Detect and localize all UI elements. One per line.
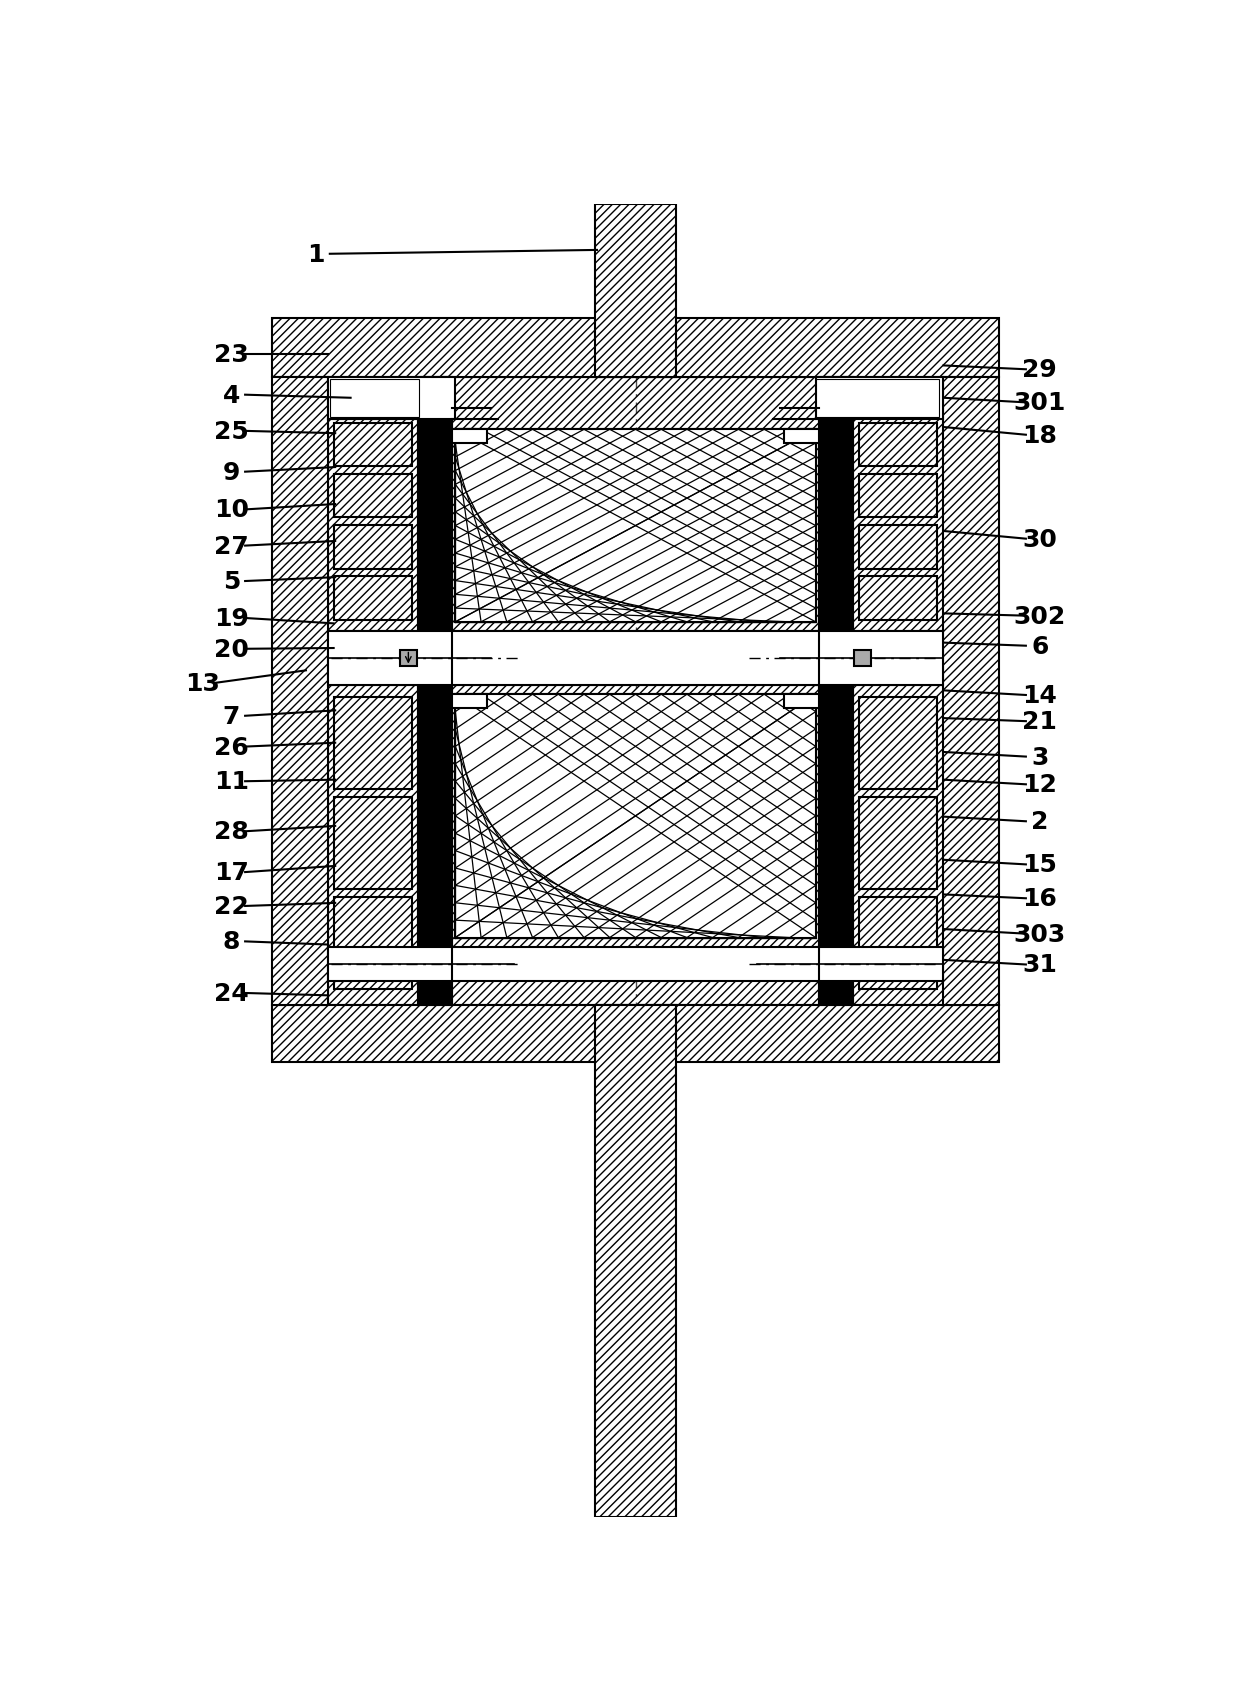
Text: 8: 8 bbox=[222, 929, 239, 953]
Bar bbox=[453, 948, 818, 982]
Text: 11: 11 bbox=[213, 769, 249, 795]
Text: 29: 29 bbox=[1022, 358, 1058, 382]
Bar bbox=[334, 525, 412, 569]
Text: 10: 10 bbox=[213, 498, 249, 522]
Bar bbox=[327, 379, 455, 419]
Text: 23: 23 bbox=[213, 343, 249, 367]
Text: 7: 7 bbox=[222, 704, 239, 728]
Text: 16: 16 bbox=[1022, 887, 1058, 910]
Text: 2: 2 bbox=[1032, 810, 1049, 834]
Bar bbox=[859, 897, 937, 989]
Bar bbox=[330, 380, 419, 418]
Bar bbox=[784, 430, 818, 443]
Bar bbox=[334, 425, 412, 467]
Bar bbox=[418, 379, 453, 1004]
Bar bbox=[327, 685, 418, 1004]
Bar bbox=[595, 205, 676, 379]
Bar bbox=[327, 379, 418, 631]
Bar bbox=[455, 696, 816, 938]
Bar bbox=[853, 379, 944, 631]
Bar bbox=[334, 798, 412, 890]
Text: 9: 9 bbox=[222, 460, 239, 484]
Bar bbox=[455, 430, 816, 622]
Bar bbox=[816, 380, 939, 418]
Text: 303: 303 bbox=[1013, 922, 1066, 946]
Text: 301: 301 bbox=[1013, 390, 1066, 414]
Bar bbox=[334, 476, 412, 518]
Bar bbox=[272, 319, 999, 379]
Text: 1: 1 bbox=[308, 242, 325, 266]
Text: 26: 26 bbox=[213, 735, 249, 759]
Bar bbox=[453, 430, 487, 443]
Text: 20: 20 bbox=[213, 638, 249, 662]
Text: 14: 14 bbox=[1022, 684, 1058, 708]
Bar bbox=[455, 696, 816, 938]
Bar bbox=[334, 576, 412, 621]
Bar bbox=[859, 798, 937, 890]
Bar bbox=[859, 576, 937, 621]
Bar bbox=[399, 650, 417, 667]
Bar bbox=[272, 1004, 999, 1062]
Text: 27: 27 bbox=[213, 534, 249, 558]
Text: 25: 25 bbox=[213, 419, 249, 443]
Bar bbox=[327, 631, 455, 685]
Text: 24: 24 bbox=[213, 982, 249, 1006]
Bar bbox=[859, 476, 937, 518]
Bar bbox=[327, 948, 455, 982]
Bar bbox=[453, 696, 487, 709]
Text: 4: 4 bbox=[222, 384, 239, 407]
Bar bbox=[453, 685, 818, 1004]
Bar bbox=[859, 697, 937, 789]
Text: 5: 5 bbox=[222, 569, 239, 593]
Text: 15: 15 bbox=[1022, 852, 1058, 876]
Bar bbox=[784, 696, 818, 709]
Bar bbox=[272, 379, 327, 1004]
Text: 28: 28 bbox=[213, 820, 249, 844]
Text: 30: 30 bbox=[1022, 527, 1058, 551]
Bar bbox=[944, 379, 999, 1004]
Text: 3: 3 bbox=[1032, 745, 1049, 769]
Bar bbox=[334, 897, 412, 989]
Text: 12: 12 bbox=[1022, 772, 1058, 796]
Text: 17: 17 bbox=[213, 861, 249, 885]
Bar bbox=[816, 631, 944, 685]
Text: 21: 21 bbox=[1022, 709, 1058, 733]
Bar bbox=[854, 650, 872, 667]
Text: 302: 302 bbox=[1013, 604, 1066, 629]
Bar bbox=[859, 425, 937, 467]
Bar bbox=[455, 430, 816, 622]
Text: 22: 22 bbox=[213, 895, 249, 919]
Bar bbox=[334, 697, 412, 789]
Text: 13: 13 bbox=[185, 672, 221, 696]
Bar bbox=[859, 525, 937, 569]
Text: 6: 6 bbox=[1032, 634, 1049, 658]
Bar bbox=[818, 379, 853, 1004]
Text: 19: 19 bbox=[213, 607, 249, 631]
Bar bbox=[816, 948, 944, 982]
Bar bbox=[853, 685, 944, 1004]
Bar bbox=[595, 1004, 676, 1517]
Text: 31: 31 bbox=[1022, 953, 1058, 977]
Bar bbox=[816, 379, 944, 419]
Text: 18: 18 bbox=[1022, 423, 1058, 447]
Bar bbox=[453, 631, 818, 685]
Bar bbox=[453, 379, 818, 631]
